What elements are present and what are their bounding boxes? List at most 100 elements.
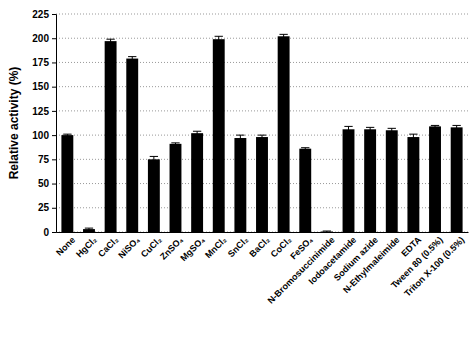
error-cap [193,131,201,132]
tick: MgSO₄ [178,235,206,263]
bar [343,129,355,232]
tick: Triton X-100 (0.5%) [402,235,466,299]
bar [364,129,376,232]
tick-label: 150 [32,81,49,92]
tick-label: BaCl₂ [247,235,271,259]
axis-title: Relative activity (%) [7,67,21,180]
bar [170,144,182,232]
error-cap [258,135,266,136]
error-stem [391,128,392,132]
grid-line [56,135,468,136]
error-cap [215,36,223,37]
tick-label: 75 [38,154,50,165]
error-stem [110,39,111,43]
error-bar [279,34,287,38]
tick: 0 [43,227,56,238]
bar [126,59,138,232]
tick-label: 225 [32,9,49,20]
error-bar [193,131,201,135]
tick: 225 [32,9,56,20]
tick-mark [52,159,56,160]
tick-label: SnCl₂ [226,235,250,259]
plot-area [61,34,462,232]
error-bar [236,135,244,141]
error-bar [215,36,223,42]
error-stem [413,134,414,140]
error-stem [132,57,133,61]
bar [105,41,117,232]
grid-line [56,38,468,39]
x-axis: NoneHgCl₂CaCl₂NiSO₄CuCl₂ZnSO₄MgSO₄MnCl₂S… [54,233,468,306]
tick: 175 [32,57,56,68]
error-cap [106,39,114,40]
error-cap [344,126,352,127]
error-cap [388,128,396,129]
error-bar [323,231,331,232]
error-bar [258,135,266,139]
tick-mark [52,62,56,63]
error-stem [240,135,241,141]
tick: 150 [32,81,56,92]
error-stem [283,34,284,38]
error-stem [370,127,371,131]
tick: CaCl₂ [96,235,120,259]
error-cap [301,147,309,148]
tick-mark [52,87,56,88]
tick: 200 [32,33,56,44]
error-bar [85,228,93,230]
error-bar [452,125,460,129]
grid [56,14,468,232]
tick: 25 [38,202,56,213]
tick: 50 [38,178,56,189]
bar [451,127,463,232]
bar [61,135,73,232]
bar [256,137,268,232]
tick: NiSO₄ [116,235,142,261]
error-cap [431,125,439,126]
error-cap [366,127,374,128]
error-stem [197,131,198,135]
tick-label: 175 [32,57,49,68]
tick: HgCl₂ [74,235,99,260]
error-cap [279,34,287,35]
bar [148,159,160,232]
error-bar [431,125,439,127]
bar [386,130,398,232]
tick-mark [52,14,56,15]
error-stem [262,135,263,139]
error-stem [348,126,349,132]
error-bar [344,126,352,132]
error-cap [128,56,136,57]
tick-mark [52,232,56,233]
tick-mark [52,135,56,136]
tick-label: HgCl₂ [74,235,99,260]
grid-line [56,86,468,87]
tick-label: 125 [32,106,49,117]
tick-label: MnCl₂ [203,235,228,260]
grid-line [56,14,468,15]
error-stem [456,125,457,129]
tick-label: 50 [38,178,50,189]
error-cap [85,228,93,229]
tick-mark [52,208,56,209]
error-bar [366,127,374,131]
tick-label: NiSO₄ [116,235,142,261]
error-bar [171,143,179,145]
grid-line [56,62,468,63]
bar [278,36,290,232]
error-bar [388,128,396,132]
tick-mark [52,184,56,185]
bar [321,231,333,232]
error-cap [323,231,331,232]
tick: MnCl₂ [203,235,228,260]
tick: 75 [38,154,56,165]
error-stem [153,156,154,162]
chart: 0 25 50 75 100 125 150 175 200 225 NoneHgCl₂CaCl₂N… [0,0,474,337]
tick-label: None [54,235,77,258]
error-stem [218,36,219,42]
error-bar [409,134,417,140]
tick-label: 100 [32,130,49,141]
bar [83,229,95,232]
tick-label: 200 [32,33,49,44]
tick-label: CaCl₂ [96,235,120,259]
